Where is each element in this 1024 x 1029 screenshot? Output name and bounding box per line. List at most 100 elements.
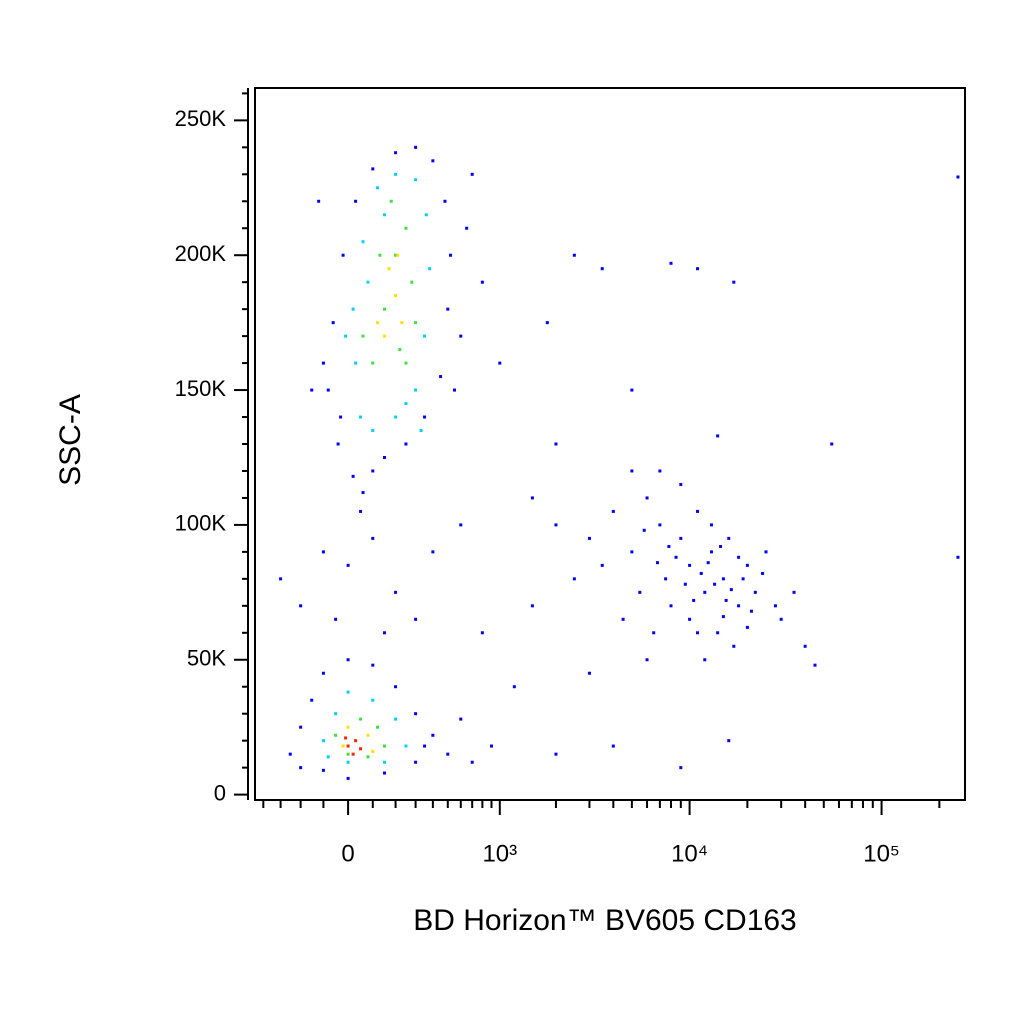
data-point	[716, 434, 720, 438]
data-point	[459, 523, 463, 527]
data-point	[346, 658, 350, 662]
data-point	[341, 744, 345, 748]
data-point	[371, 749, 375, 753]
data-point	[414, 178, 418, 182]
data-point	[611, 509, 615, 513]
data-point	[299, 604, 303, 608]
data-point	[389, 199, 393, 203]
data-point	[371, 663, 375, 667]
data-point	[423, 744, 427, 748]
data-point	[530, 496, 534, 500]
data-point	[737, 604, 741, 608]
data-point	[813, 663, 817, 667]
data-point	[745, 625, 749, 629]
data-point	[792, 590, 796, 594]
data-point	[361, 334, 365, 338]
data-point	[667, 544, 671, 548]
data-point	[703, 658, 707, 662]
data-point	[331, 321, 335, 325]
data-point	[346, 690, 350, 694]
data-point	[737, 555, 741, 559]
data-point	[423, 334, 427, 338]
data-point	[658, 469, 662, 473]
data-point	[431, 550, 435, 554]
data-point	[630, 388, 634, 392]
data-point	[729, 588, 733, 592]
data-point	[354, 361, 358, 365]
data-point	[706, 561, 710, 565]
data-point	[749, 609, 753, 613]
data-point	[346, 776, 350, 780]
data-point	[354, 739, 358, 743]
data-point	[299, 725, 303, 729]
data-point	[428, 267, 432, 271]
data-point	[419, 429, 423, 433]
data-point	[554, 752, 558, 756]
data-point	[600, 563, 604, 567]
data-point	[394, 294, 398, 298]
data-point	[376, 186, 380, 190]
data-point	[310, 698, 314, 702]
data-point	[382, 760, 386, 764]
data-point	[394, 717, 398, 721]
y-axis-title: SSC-A	[54, 394, 87, 486]
data-point	[371, 698, 375, 702]
data-point	[414, 617, 418, 621]
data-point	[465, 226, 469, 230]
data-point	[431, 159, 435, 163]
data-point	[334, 733, 338, 737]
x-tick-label: 10⁵	[863, 840, 900, 867]
data-point	[761, 571, 765, 575]
data-point	[727, 739, 731, 743]
data-point	[688, 617, 692, 621]
data-point	[371, 167, 375, 171]
data-point	[344, 334, 348, 338]
data-point	[371, 361, 375, 365]
data-point	[310, 388, 314, 392]
x-axis-title: BD Horizon™ BV605 CD163	[413, 904, 797, 937]
data-point	[741, 577, 745, 581]
data-point	[773, 604, 777, 608]
data-point	[404, 226, 408, 230]
data-point	[443, 199, 447, 203]
data-point	[587, 671, 591, 675]
data-point	[396, 253, 400, 257]
x-tick-label: 0	[341, 840, 354, 867]
data-point	[371, 536, 375, 540]
data-point	[572, 577, 576, 581]
data-point	[512, 685, 516, 689]
data-point	[709, 550, 713, 554]
data-point	[394, 415, 398, 419]
data-point	[382, 771, 386, 775]
data-point	[645, 658, 649, 662]
data-point	[317, 199, 321, 203]
y-tick-label: 250K	[175, 106, 227, 131]
data-point	[545, 321, 549, 325]
data-point	[382, 307, 386, 311]
data-point	[554, 523, 558, 527]
data-point	[371, 469, 375, 473]
data-point	[326, 755, 330, 759]
data-point	[696, 509, 700, 513]
data-point	[645, 496, 649, 500]
data-point	[721, 615, 725, 619]
data-point	[279, 577, 283, 581]
y-tick-label: 100K	[175, 511, 227, 536]
data-point	[346, 760, 350, 764]
data-point	[361, 491, 365, 495]
data-point	[410, 280, 414, 284]
data-point	[424, 213, 428, 217]
data-point	[480, 280, 484, 284]
data-point	[753, 590, 757, 594]
data-point	[334, 712, 338, 716]
data-point	[398, 348, 402, 352]
data-point	[334, 617, 338, 621]
data-point	[587, 536, 591, 540]
data-point	[431, 733, 435, 737]
data-point	[341, 253, 345, 257]
data-point	[600, 267, 604, 271]
data-point	[404, 744, 408, 748]
data-point	[679, 536, 683, 540]
data-point	[449, 253, 453, 257]
